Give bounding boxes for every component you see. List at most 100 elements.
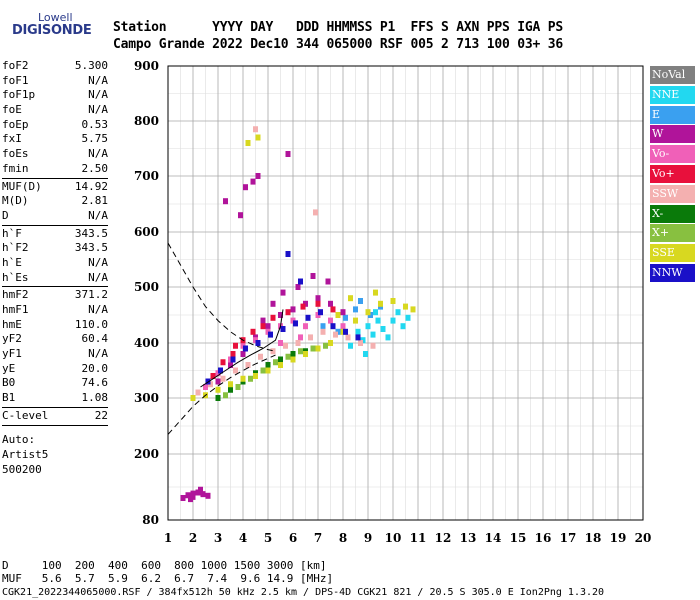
param-value: 60.4: [81, 332, 109, 346]
x-tick-label: 6: [289, 531, 297, 545]
param-value: N/A: [88, 303, 108, 316]
y-tick-label: 80: [142, 513, 159, 527]
param-value: N/A: [88, 103, 108, 117]
param-row: h`F2 343.5: [2, 241, 108, 256]
echo-point: [233, 342, 238, 349]
y-tick-label: 400: [134, 336, 159, 350]
echo-point: [228, 362, 233, 368]
echo-point: [253, 126, 258, 133]
echo-point: [308, 334, 313, 341]
x-tick-label: 5: [264, 531, 272, 545]
echo-point: [315, 345, 321, 352]
echo-point: [358, 298, 363, 304]
echo-point: [280, 289, 286, 296]
echo-point: [270, 300, 276, 307]
echo-point: [250, 178, 256, 185]
param-name: foF2: [2, 59, 29, 72]
series-sse: [190, 134, 416, 401]
param-name: MUF(D): [2, 179, 42, 193]
series-x: [223, 342, 328, 399]
echo-point: [328, 300, 333, 307]
autoscale-text: 500200: [2, 462, 42, 476]
echo-point: [210, 373, 216, 379]
x-tick-label: 16: [535, 531, 552, 545]
echo-point: [333, 331, 338, 338]
x-tick-label: 20: [635, 531, 652, 545]
param-value: 2.50: [81, 161, 109, 175]
echo-point: [245, 362, 251, 368]
header-labels: Station YYYY DAY DDD HHMMSS P1 FFS S AXN…: [113, 20, 563, 35]
param-row: MUF(D) 14.92: [2, 180, 108, 195]
param-row: D N/A: [2, 209, 108, 224]
series-nne: [348, 309, 411, 357]
autoscale-text: Auto:: [2, 432, 36, 446]
x-tick-label: 19: [610, 531, 627, 545]
echo-point: [295, 284, 301, 290]
param-row: B1 1.08: [2, 391, 108, 406]
param-row: hmE 110.0: [2, 318, 108, 333]
echo-point: [375, 317, 381, 324]
x-tick-label: 7: [314, 531, 322, 545]
param-name: fxI: [2, 132, 22, 146]
x-tick-label: 11: [410, 531, 427, 545]
echo-point: [260, 317, 266, 324]
y-tick-label: 300: [134, 391, 159, 405]
echo-point: [390, 298, 396, 304]
echo-point: [180, 495, 186, 501]
param-name: B1: [2, 391, 16, 405]
param-row: fmin 2.50: [2, 162, 108, 177]
echo-point: [260, 367, 266, 374]
echo-point: [265, 367, 271, 374]
echo-point: [278, 356, 283, 363]
legend-item-vo: Vo-: [650, 145, 695, 164]
legend-item-vo: Vo+: [650, 164, 695, 183]
echo-point: [205, 492, 211, 499]
echo-point: [345, 334, 351, 341]
echo-point: [363, 351, 368, 357]
param-value: 371.2: [74, 288, 108, 302]
param-value: N/A: [88, 73, 108, 87]
echo-point: [230, 356, 236, 363]
x-tick-label: 8: [339, 531, 347, 545]
header-values: Campo Grande 2022 Dec10 344 065000 RSF 0…: [113, 37, 563, 52]
param-value: N/A: [88, 255, 108, 269]
echo-point: [255, 134, 261, 141]
echo-point: [340, 323, 346, 330]
echo-point: [290, 356, 296, 363]
echo-point: [198, 486, 203, 493]
x-tick-label: 9: [364, 531, 372, 545]
param-value: 110.0: [74, 317, 108, 331]
echo-point: [250, 328, 256, 335]
y-tick-label: 200: [134, 447, 159, 461]
x-tick-label: 2: [189, 531, 197, 545]
param-separator: [2, 224, 108, 226]
x-tick-label: 12: [435, 531, 452, 545]
echo-point: [315, 300, 321, 307]
echo-point: [348, 295, 353, 302]
echo-point: [323, 342, 328, 349]
echo-point: [253, 373, 258, 379]
param-name: D: [2, 208, 9, 222]
echo-point: [325, 278, 331, 285]
param-value: 74.6: [81, 376, 109, 390]
param-value: N/A: [88, 88, 108, 102]
x-tick-label: 3: [214, 531, 222, 545]
param-name: foEs: [2, 147, 29, 161]
x-tick-label: 18: [585, 531, 602, 545]
profile-dashed-upper: [167, 242, 276, 352]
echo-point: [378, 300, 383, 307]
echo-point: [348, 342, 353, 349]
echo-point: [223, 392, 228, 399]
echo-point: [203, 384, 208, 390]
param-value: 0.53: [81, 117, 109, 131]
echo-point: [290, 306, 296, 313]
param-row: B0 74.6: [2, 376, 108, 391]
echo-point: [298, 348, 303, 355]
param-name: yE: [2, 361, 16, 375]
param-name: hmE: [2, 317, 22, 331]
legend: NoVal NNE E W Vo- Vo+ SSW X- X+ SSE NNW: [650, 66, 695, 284]
param-row: foF2 5.300: [2, 59, 108, 74]
echo-point: [358, 340, 363, 346]
param-row: hmF1 N/A: [2, 303, 108, 318]
echo-point: [215, 386, 221, 393]
